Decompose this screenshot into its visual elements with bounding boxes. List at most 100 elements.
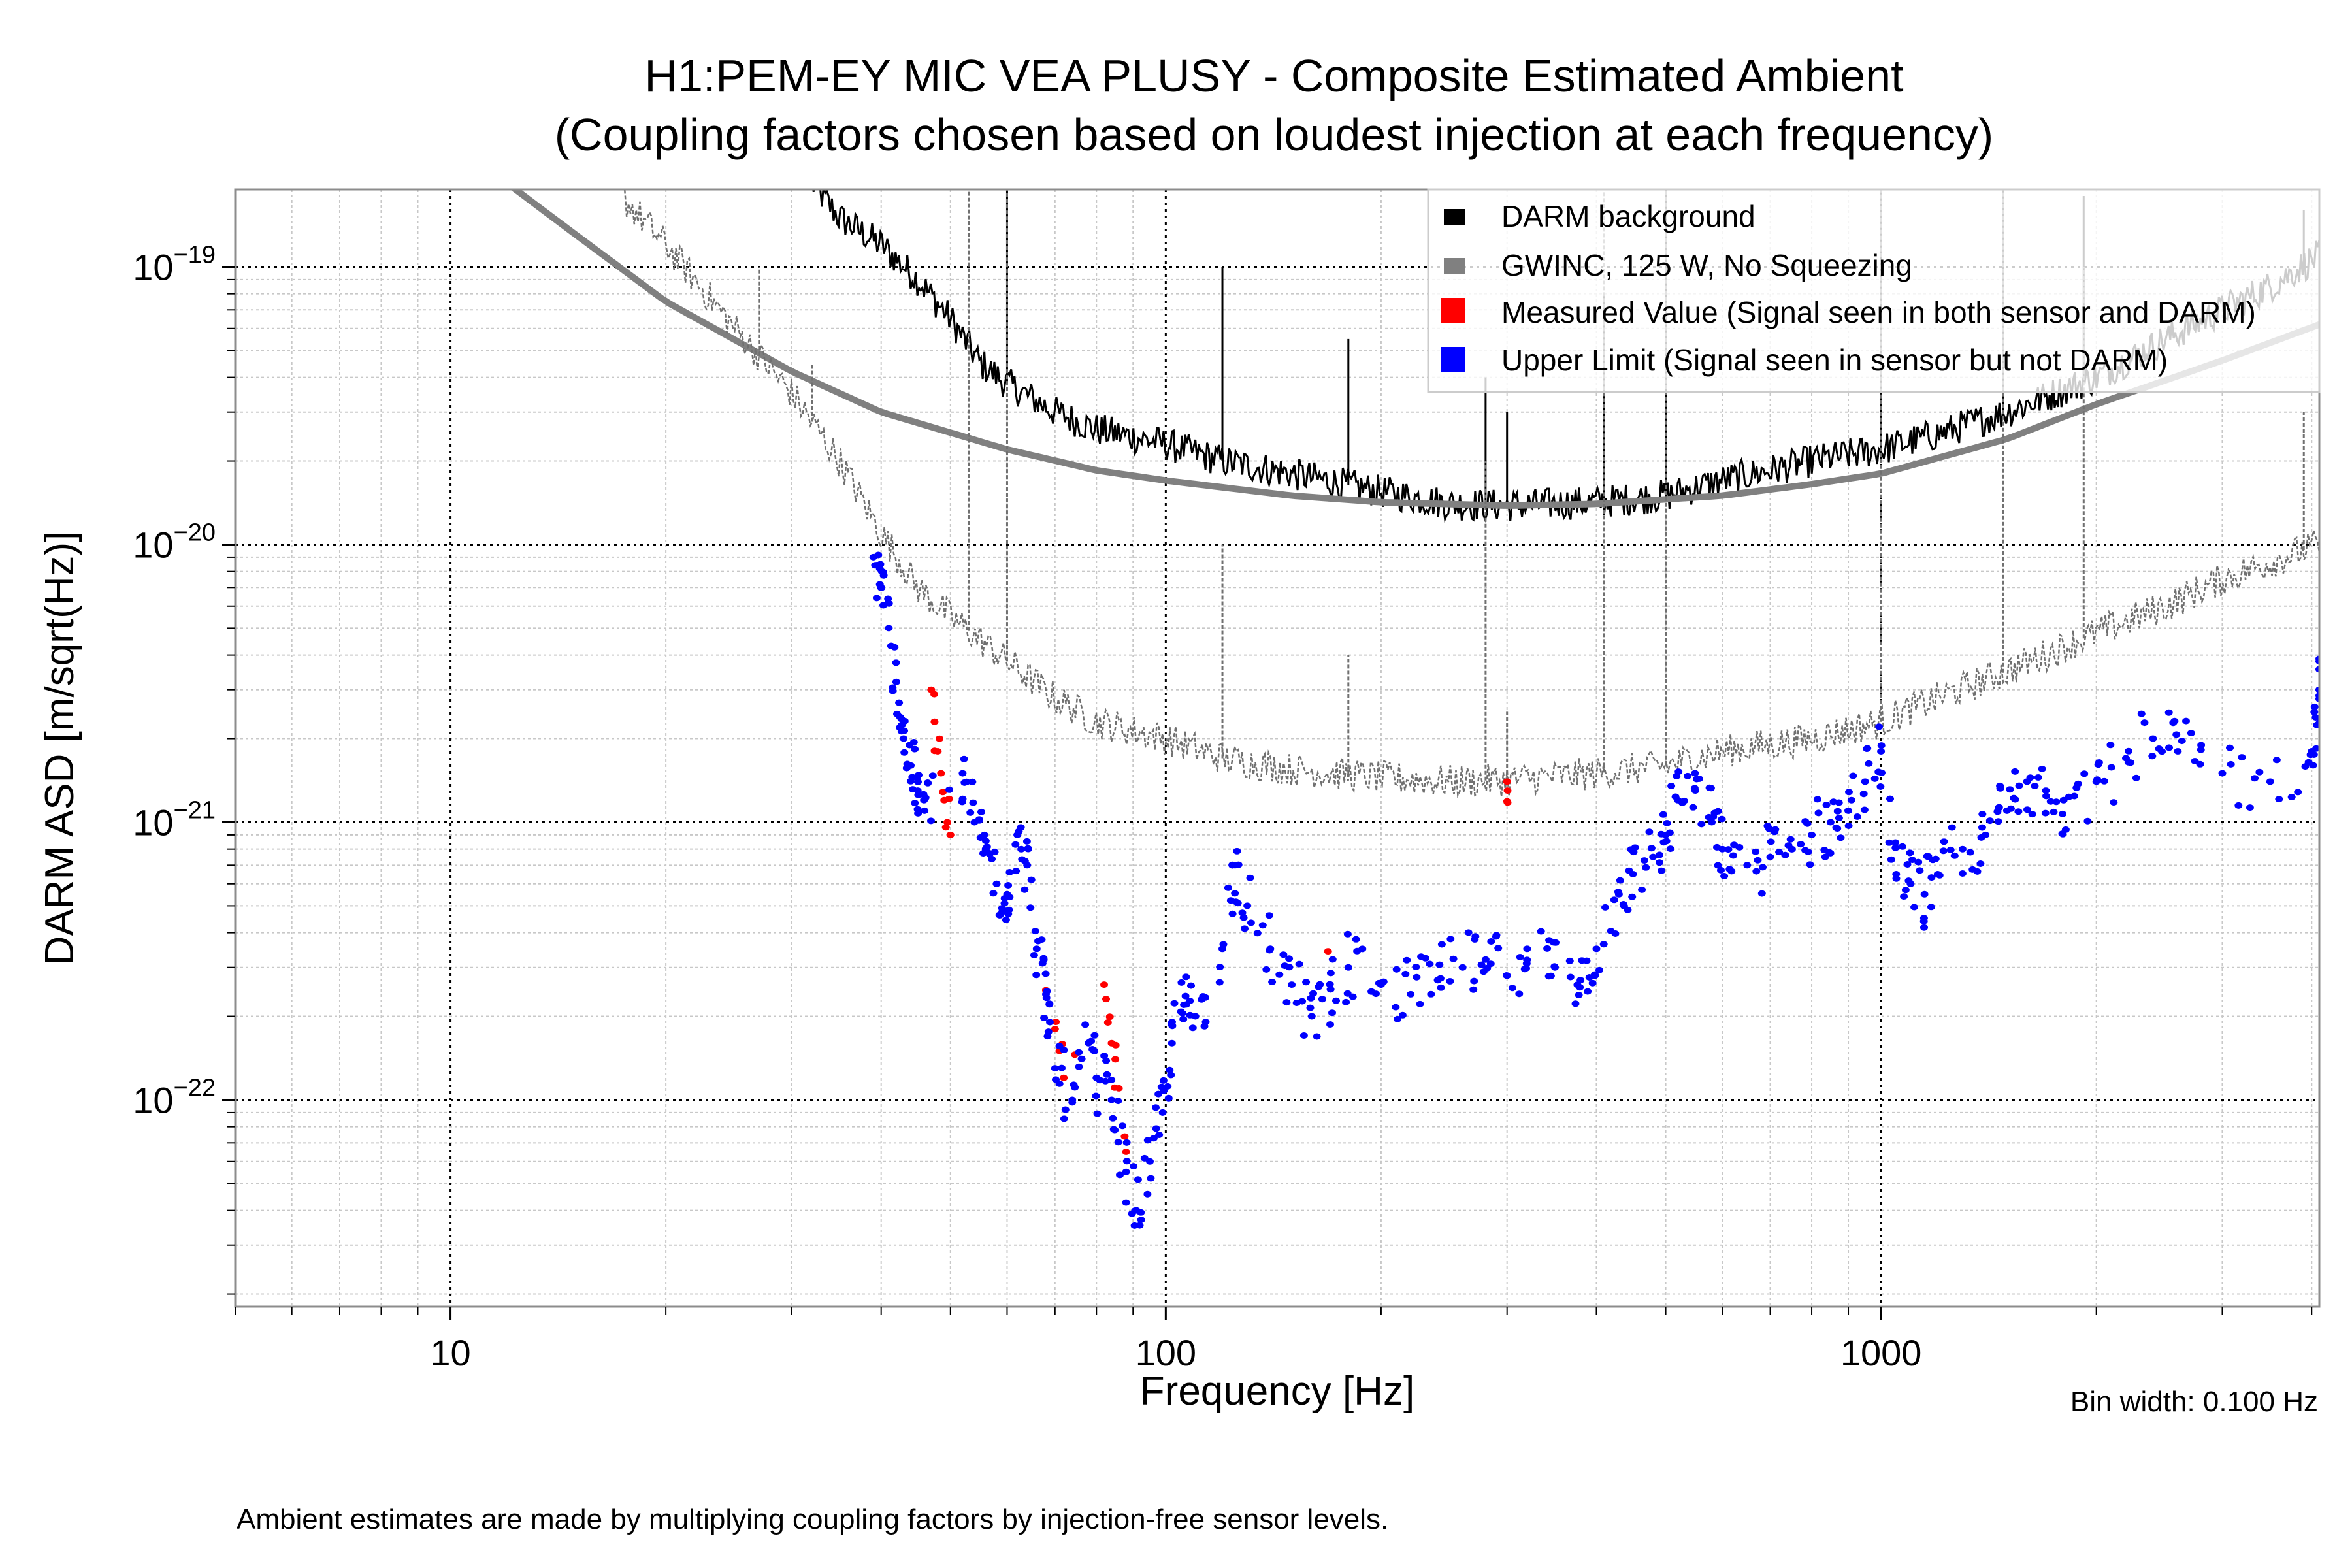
upper-limit-point [1100,1053,1109,1060]
upper-limit-point [1697,821,1706,828]
upper-limit-point [1707,785,1715,792]
upper-limit-point [1392,966,1401,973]
upper-limit-point [1122,1168,1130,1175]
upper-limit-point [1835,799,1843,806]
measured-value-point [1111,1056,1120,1063]
upper-limit-point [1968,866,1977,873]
upper-limit-point [1822,802,1831,808]
upper-limit-point [1717,866,1725,874]
upper-limit-point [1624,906,1632,913]
upper-limit-point [1326,981,1334,988]
upper-limit-point [1576,977,1585,984]
upper-limit-point [928,772,937,779]
upper-limit-point [1143,1190,1152,1198]
upper-limit-point [876,561,885,568]
upper-limit-point [977,808,985,815]
upper-limit-point [2187,730,2195,737]
upper-limit-point [2137,710,2146,717]
upper-limit-point [1797,841,1805,848]
upper-limit-point [2080,770,2089,777]
upper-limit-point [1826,819,1835,826]
upper-limit-point [1877,748,1886,755]
upper-limit-point [1678,799,1686,806]
upper-limit-point [1759,864,1767,871]
upper-limit-point [2164,709,2173,716]
legend-swatch-measured [1441,298,1465,323]
upper-limit-point [1958,845,1967,853]
upper-limit-point [1449,955,1458,962]
upper-limit-point [2124,759,2132,766]
upper-limit-point [1614,890,1623,898]
upper-limit-point [1188,1024,1197,1032]
measured-value-point [1052,1019,1060,1026]
upper-limit-point [1135,1222,1144,1229]
upper-limit-point [983,843,991,851]
upper-limit-point [916,791,924,798]
upper-limit-point [1948,824,1956,831]
upper-limit-point [2158,748,2166,755]
upper-limit-point [1299,1032,1308,1039]
upper-limit-point [1863,745,1871,753]
measured-value-point [1103,1019,1112,1026]
upper-limit-point [1978,811,1987,818]
upper-limit-point [1060,1115,1068,1122]
upper-limit-point [958,770,967,777]
upper-limit-point [1876,783,1885,790]
upper-limit-point [1262,966,1271,973]
upper-limit-point [1186,998,1194,1004]
upper-limit-point [908,774,917,781]
upper-limit-point [1024,845,1032,852]
upper-limit-point [887,642,895,649]
upper-limit-point [1216,964,1224,971]
upper-limit-point [2165,744,2173,751]
measured-value-point [936,735,943,742]
upper-limit-point [1326,986,1335,993]
y-tick-label: 10−21 [133,796,216,843]
upper-limit-point [1224,884,1232,891]
upper-limit-point [1012,868,1021,875]
upper-limit-point [2272,757,2281,764]
upper-limit-point [2106,742,2115,749]
upper-limit-point [889,687,897,694]
bin-width-label: Bin width: 0.100 Hz [2070,1386,2318,1418]
upper-limit-point [1766,853,1774,860]
upper-limit-point [1853,813,1861,820]
upper-limit-point [1508,985,1516,992]
upper-limit-point [2052,798,2061,806]
upper-limit-point [1307,1013,1316,1020]
upper-limit-point [895,699,904,706]
upper-limit-point [945,786,953,793]
upper-limit-point [1233,900,1242,907]
upper-limit-point [2178,738,2186,745]
upper-limit-point [2072,784,2081,791]
upper-limit-point [1826,849,1835,857]
upper-limit-point [2227,760,2235,768]
upper-limit-point [1282,999,1291,1006]
upper-limit-point [1906,880,1915,887]
upper-limit-point [1199,993,1207,1000]
upper-limit-point [1565,957,1574,964]
upper-limit-point [1919,917,1928,924]
upper-limit-point [1058,1064,1066,1071]
upper-limit-point [1576,984,1584,991]
upper-limit-point [1168,1039,1176,1047]
upper-limit-point [1114,1139,1122,1146]
measured-value-point [941,824,950,831]
upper-limit-point [1599,941,1608,948]
upper-limit-point [1725,866,1734,873]
x-tick-label: 10 [430,1332,470,1373]
upper-limit-point [1111,1126,1119,1134]
upper-limit-point [2312,745,2319,752]
upper-limit-point [911,745,919,753]
upper-limit-point [1914,858,1923,866]
upper-limit-point [998,905,1006,912]
upper-limit-point [2026,774,2034,781]
upper-limit-point [1656,859,1663,866]
upper-limit-point [1427,990,1435,998]
upper-limit-point [2191,758,2199,764]
upper-limit-point [2050,808,2058,815]
upper-limit-point [1487,938,1495,945]
upper-limit-point [1584,988,1592,995]
upper-limit-point [1436,975,1445,982]
upper-limit-point [1718,845,1727,853]
